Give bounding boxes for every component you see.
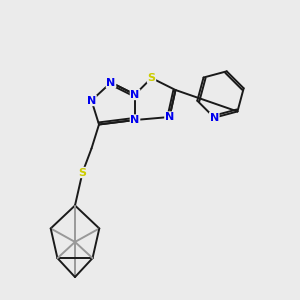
Text: S: S xyxy=(79,167,86,178)
Text: N: N xyxy=(165,112,174,122)
Text: N: N xyxy=(210,113,219,123)
Text: N: N xyxy=(130,115,140,125)
Text: N: N xyxy=(106,77,116,88)
Text: S: S xyxy=(148,73,155,83)
Text: N: N xyxy=(130,89,140,100)
Text: N: N xyxy=(87,95,96,106)
